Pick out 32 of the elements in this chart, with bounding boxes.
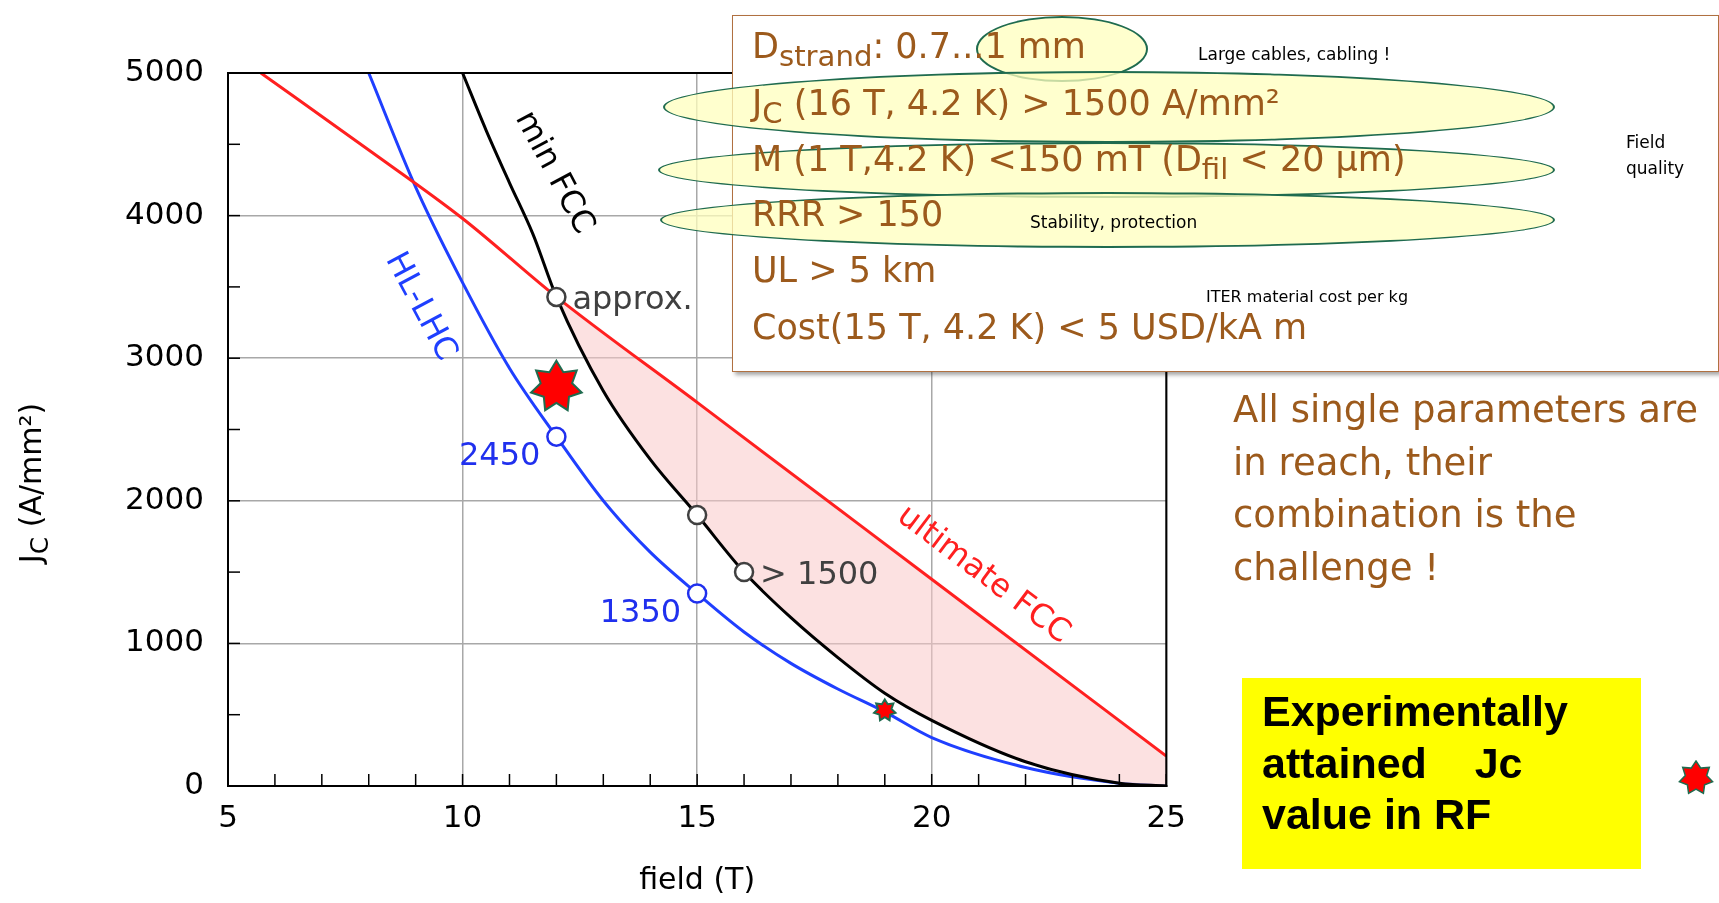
- y-tick-label: 3000: [125, 337, 204, 374]
- text: Field quality: [1626, 131, 1686, 180]
- text: ITER material cost per kg: [1206, 287, 1409, 306]
- point: [546, 426, 567, 447]
- text: Large cables, cabling !: [1198, 44, 1391, 64]
- data-label: 2450: [458, 434, 541, 473]
- point: [686, 504, 708, 526]
- data-label: approx.: [572, 279, 693, 318]
- point: [546, 286, 567, 308]
- text: All single parameters are in reach, their combination is the challenge !: [1233, 387, 1700, 591]
- y-tick-label: 1000: [125, 622, 204, 659]
- x-tick-label: 25: [1146, 797, 1186, 834]
- text: Experimentally attained Jc value in RF: [1242, 678, 1641, 869]
- x-tick-label: 15: [677, 797, 717, 834]
- y-tick-label: 2000: [125, 479, 204, 516]
- annotation: UL > 5 km: [752, 250, 937, 290]
- x-tick-label: 10: [442, 797, 483, 834]
- y-tick-label: 4000: [125, 194, 204, 231]
- annotation: RRR > 150: [752, 194, 944, 234]
- data-label: > 1500: [760, 554, 879, 593]
- x-tick-label: 5: [218, 797, 238, 834]
- x-tick-label: 20: [911, 797, 952, 834]
- annotation: J$_{C}$ (16 T, 4.2 K) > 1500 A/mm²: [752, 83, 1280, 130]
- point: [733, 561, 755, 583]
- annotation: Stability, protection: [1030, 212, 1198, 232]
- x-axis-title: field (T): [639, 860, 756, 896]
- y-tick-label: 0: [184, 765, 204, 802]
- text: min FCC: [508, 103, 605, 240]
- data-label: 1350: [599, 591, 682, 630]
- annotation: Cost(15 T, 4.2 K) < 5 USD/kA m: [752, 307, 1308, 347]
- y-tick-label: 5000: [125, 52, 204, 89]
- point: [686, 583, 708, 604]
